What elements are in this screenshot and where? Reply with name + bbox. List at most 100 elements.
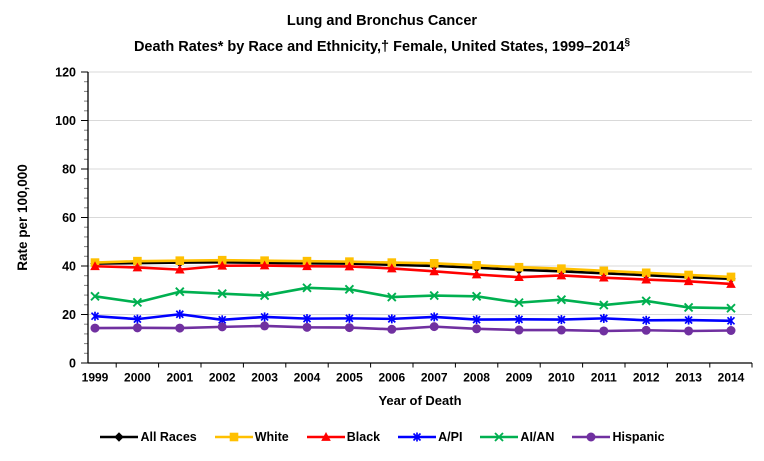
y-tick-label: 20	[62, 308, 76, 322]
square-marker	[684, 270, 693, 280]
circle-marker	[556, 325, 566, 335]
square-marker	[726, 272, 736, 282]
square-marker	[229, 432, 239, 442]
y-tick-label: 80	[62, 163, 76, 177]
triangle-marker	[683, 276, 694, 286]
a-pi-legend-marker-icon	[398, 432, 437, 442]
x-tick-label: 2003	[251, 371, 278, 385]
x-marker	[429, 290, 439, 301]
asterisk-marker	[302, 314, 312, 323]
square-marker	[599, 266, 609, 276]
ai-an-legend-marker-icon	[480, 432, 519, 442]
legend-label: White	[254, 430, 289, 444]
asterisk-marker	[472, 315, 481, 324]
asterisk-marker	[726, 316, 736, 325]
chart-title-line1: Lung and Bronchus Cancer	[286, 13, 478, 29]
circle-marker	[726, 326, 736, 336]
circle-marker	[641, 325, 651, 335]
y-tick-label: 0	[69, 357, 76, 371]
circle-marker	[90, 323, 100, 333]
x-marker	[344, 284, 355, 294]
square-marker	[472, 260, 481, 270]
triangle-marker	[90, 261, 100, 271]
triangle-marker	[641, 274, 651, 284]
x-tick-label: 2010	[548, 371, 575, 385]
legend-item-all-races: All Races	[99, 430, 197, 444]
circle-marker	[344, 323, 354, 333]
x-marker	[175, 287, 185, 297]
legend-item-white: White	[214, 430, 289, 444]
circle-marker	[260, 321, 270, 331]
y-tick-label: 60	[62, 211, 76, 225]
asterisk-marker	[133, 315, 142, 324]
triangle-marker	[556, 270, 567, 280]
legend-item-black: Black	[306, 430, 380, 444]
x-marker	[556, 295, 567, 305]
x-marker	[471, 291, 482, 301]
circle-marker	[599, 326, 609, 336]
chart-legend: All Races White Black A/PI AI/AN Hispanic	[0, 430, 764, 444]
x-axis-title: Year of Death	[378, 393, 462, 408]
x-tick-label: 2012	[633, 371, 660, 385]
x-marker	[494, 432, 505, 442]
x-marker	[259, 290, 270, 301]
asterisk-marker	[218, 315, 227, 324]
asterisk-marker	[175, 310, 184, 319]
legend-label: All Races	[140, 430, 197, 444]
legend-item-a-pi: A/PI	[397, 430, 462, 444]
circle-marker	[684, 326, 694, 336]
triangle-marker	[429, 266, 439, 276]
x-tick-label: 2000	[124, 371, 151, 385]
triangle-marker	[344, 261, 355, 271]
x-marker	[132, 297, 143, 308]
asterisk-marker	[557, 315, 566, 324]
x-tick-label: 2008	[463, 371, 490, 385]
circle-marker	[586, 432, 596, 442]
square-marker	[557, 264, 566, 273]
x-tick-label: 2006	[378, 371, 405, 385]
y-tick-label: 120	[55, 66, 76, 80]
circle-marker	[472, 324, 482, 334]
black-legend-marker-icon	[306, 432, 345, 441]
x-tick-label: 2002	[209, 371, 236, 385]
x-marker	[90, 291, 100, 301]
square-marker	[133, 256, 142, 266]
legend-label: A/PI	[438, 430, 463, 444]
x-tick-label: 2001	[166, 371, 193, 385]
legend-item-ai-an: AI/AN	[479, 430, 554, 444]
y-tick-label: 40	[62, 260, 76, 274]
square-marker	[429, 259, 439, 268]
series-white	[90, 255, 736, 282]
asterisk-marker	[684, 315, 693, 325]
square-marker	[175, 256, 185, 265]
x-tick-label: 2011	[591, 371, 617, 385]
legend-item-hispanic: Hispanic	[571, 430, 665, 444]
asterisk-marker	[413, 432, 422, 442]
legend-label: Hispanic	[612, 430, 665, 444]
legend-label: AI/AN	[520, 430, 555, 444]
x-tick-label: 2014	[718, 371, 745, 385]
circle-marker	[387, 324, 397, 334]
line-chart: 0 20 40 60 80 100 120 1999 2000 2001 2002 2003 2004 2…	[15, 66, 753, 385]
x-tick-label: 2004	[294, 371, 321, 385]
legend-label: Black	[346, 430, 381, 444]
triangle-marker	[726, 278, 736, 288]
triangle-marker	[217, 260, 227, 270]
asterisk-marker	[387, 314, 396, 323]
x-marker	[599, 300, 609, 310]
white-legend-marker-icon	[214, 432, 253, 442]
x-marker	[302, 283, 312, 293]
square-marker	[514, 262, 524, 272]
x-marker	[387, 292, 397, 302]
circle-marker	[429, 322, 439, 332]
triangle-marker	[471, 269, 482, 279]
triangle-marker	[132, 262, 143, 272]
x-tick-label: 2009	[506, 371, 533, 385]
x-tick-label: 2013	[675, 371, 702, 385]
triangle-marker	[599, 272, 609, 282]
x-tick-label: 1999	[82, 371, 109, 385]
x-tick-label: 2007	[421, 371, 448, 385]
asterisk-marker	[90, 312, 100, 321]
x-marker	[217, 288, 227, 299]
series-line	[93, 264, 733, 286]
